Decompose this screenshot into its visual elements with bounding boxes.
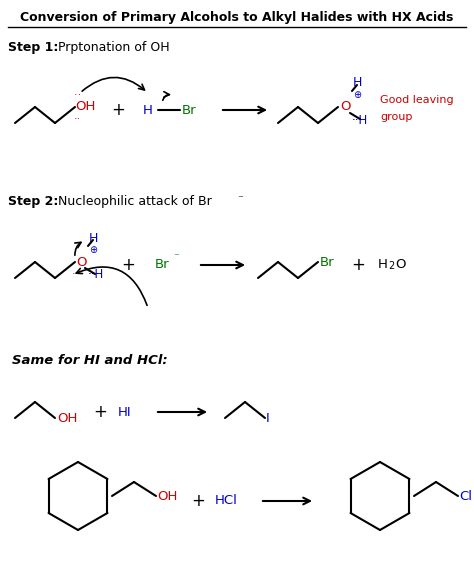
Text: H: H: [378, 259, 388, 272]
Text: ⁻: ⁻: [237, 194, 243, 204]
Text: O: O: [341, 100, 351, 113]
Text: ··H: ··H: [88, 267, 104, 280]
Text: 2: 2: [388, 261, 394, 271]
Text: I: I: [266, 412, 270, 425]
Text: ⁻: ⁻: [173, 252, 179, 262]
Text: O: O: [77, 256, 87, 269]
Text: Br: Br: [155, 259, 170, 272]
Text: ··: ··: [72, 269, 79, 279]
Text: Prptonation of OH: Prptonation of OH: [58, 41, 170, 54]
Text: ··: ··: [74, 90, 85, 100]
Text: Br: Br: [320, 256, 335, 269]
Text: OH: OH: [57, 412, 77, 425]
Text: +: +: [191, 492, 205, 510]
Text: ··: ··: [74, 114, 81, 124]
Text: O: O: [395, 259, 405, 272]
Text: HI: HI: [118, 405, 132, 419]
Text: group: group: [380, 112, 412, 122]
Text: +: +: [93, 403, 107, 421]
Text: Step 1:: Step 1:: [8, 41, 58, 54]
Text: H: H: [352, 77, 362, 89]
Text: Cl: Cl: [459, 489, 472, 502]
Text: Good leaving: Good leaving: [380, 95, 454, 105]
Text: HCl: HCl: [215, 495, 238, 507]
Text: +: +: [351, 256, 365, 274]
Text: Step 2:: Step 2:: [8, 196, 58, 208]
Text: ··H: ··H: [352, 113, 368, 127]
Text: Same for HI and HCl:: Same for HI and HCl:: [12, 353, 168, 367]
Text: +: +: [121, 256, 135, 274]
Text: Nucleophilic attack of Br: Nucleophilic attack of Br: [58, 196, 212, 208]
Text: +: +: [111, 101, 125, 119]
Text: ⊕: ⊕: [353, 90, 361, 100]
Text: OH: OH: [75, 100, 95, 113]
Text: ⊕: ⊕: [89, 245, 97, 255]
Text: Br: Br: [182, 103, 197, 116]
Text: OH: OH: [157, 489, 177, 502]
Text: H: H: [88, 231, 98, 245]
Text: Conversion of Primary Alcohols to Alkyl Halides with HX Acids: Conversion of Primary Alcohols to Alkyl …: [20, 12, 454, 25]
Text: H: H: [143, 103, 153, 116]
